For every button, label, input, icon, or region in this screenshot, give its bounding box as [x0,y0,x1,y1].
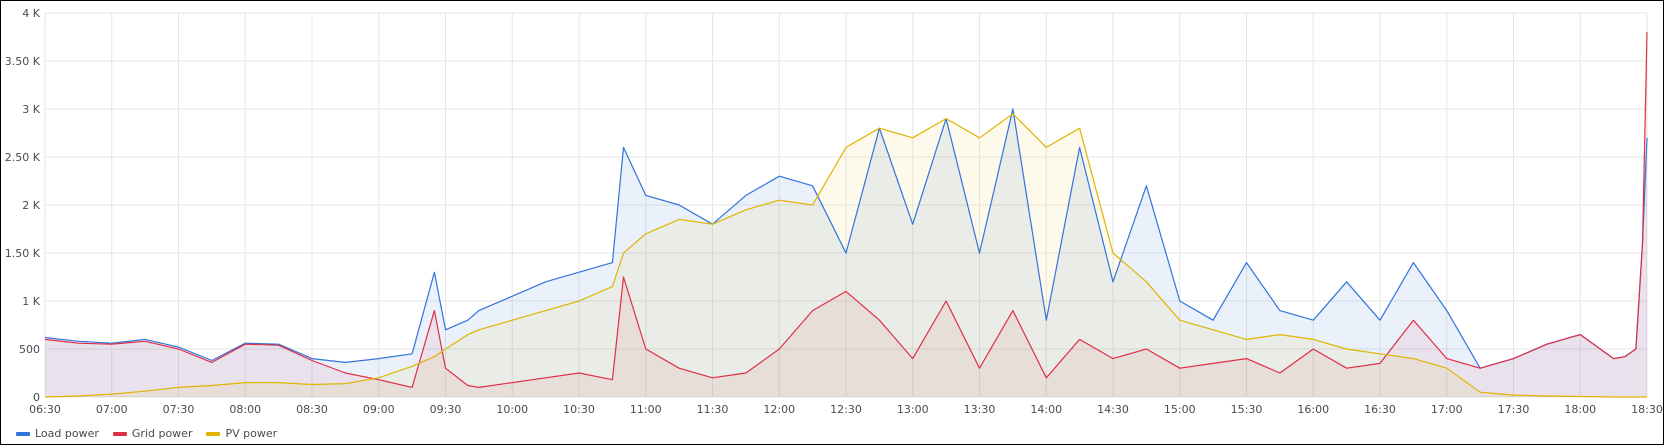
legend-label-pv-power: PV power [225,427,278,440]
y-tick-label: 1 K [22,295,40,308]
x-tick-label: 07:30 [163,403,195,416]
grid-power-area [45,32,1647,397]
x-tick-label: 11:30 [697,403,729,416]
x-tick-label: 15:00 [1164,403,1196,416]
x-tick-label: 07:00 [96,403,128,416]
legend: Load power Grid power PV power [16,427,277,440]
x-tick-label: 16:30 [1364,403,1396,416]
x-tick-label: 13:00 [897,403,929,416]
series-lines [44,32,1648,398]
pv-power-area [45,113,1647,398]
legend-label-grid-power: Grid power [131,427,193,440]
x-axis-ticks: 06:30 07:00 07:30 08:00 08:30 09:00 09:30 10:00… [29,403,1663,416]
x-tick-label: 10:00 [496,403,528,416]
load-power-swatch [16,431,30,436]
x-tick-label: 10:30 [563,403,595,416]
x-tick-label: 17:00 [1431,403,1463,416]
y-tick-label: 500 [19,343,40,356]
y-axis-ticks: 0 500 1 K 1.50 K 2 K 2.50 K 3 K 3.50 K 4 K [5,7,41,404]
x-tick-label: 06:30 [29,403,61,416]
x-tick-label: 14:00 [1030,403,1062,416]
grid-lines [44,12,1648,398]
x-tick-label: 09:00 [363,403,395,416]
x-tick-label: 12:00 [763,403,795,416]
y-tick-label: 2.50 K [5,151,41,164]
x-tick-label: 14:30 [1097,403,1129,416]
x-tick-label: 18:30 [1631,403,1663,416]
load-power-line [44,108,1648,369]
legend-item-grid-power[interactable]: Grid power [112,427,193,440]
legend-item-pv-power[interactable]: PV power [206,427,277,440]
x-tick-label: 08:00 [229,403,261,416]
legend-item-load-power[interactable]: Load power [16,427,99,440]
y-tick-label: 0 [33,391,40,404]
pv-power-swatch [206,431,221,436]
y-tick-label: 1.50 K [5,247,41,260]
pv-power-line [44,113,1647,398]
x-tick-label: 15:30 [1231,403,1263,416]
x-tick-label: 17:30 [1498,403,1530,416]
power-chart: 0 500 1 K 1.50 K 2 K 2.50 K 3 K 3.50 K 4 K 06:30… [5,7,1663,416]
x-tick-label: 18:00 [1564,403,1596,416]
y-tick-label: 3 K [22,103,40,116]
y-tick-label: 4 K [22,7,40,20]
x-tick-label: 16:00 [1297,403,1329,416]
y-tick-label: 3.50 K [5,55,41,68]
x-tick-label: 13:30 [964,403,996,416]
x-tick-label: 08:30 [296,403,328,416]
x-tick-label: 12:30 [830,403,862,416]
legend-label-load-power: Load power [35,427,99,440]
x-tick-label: 09:30 [430,403,462,416]
grid-power-swatch [112,431,127,436]
y-tick-label: 2 K [22,199,40,212]
x-tick-label: 11:00 [630,403,662,416]
grid-power-line [44,32,1648,388]
